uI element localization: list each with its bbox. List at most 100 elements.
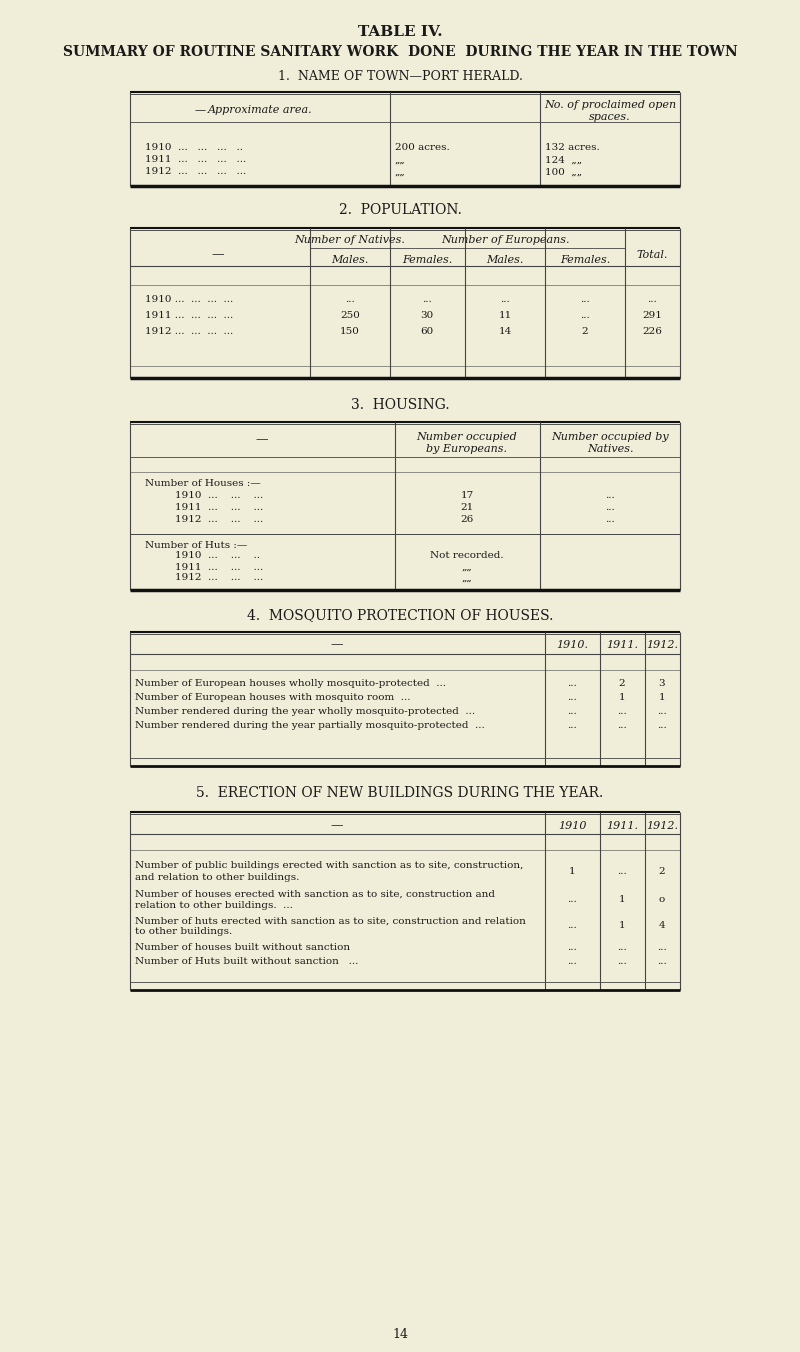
Text: by Europeans.: by Europeans. <box>426 443 507 454</box>
Text: Number of Europeans.: Number of Europeans. <box>441 235 570 245</box>
Text: 132 acres.: 132 acres. <box>545 143 600 153</box>
Text: 1910  ...    ...    ..: 1910 ... ... .. <box>175 552 260 561</box>
Text: 1911 ...  ...  ...  ...: 1911 ... ... ... ... <box>145 311 234 320</box>
Text: ...: ... <box>567 944 577 953</box>
Text: 60: 60 <box>420 327 434 337</box>
Text: 14: 14 <box>498 327 512 337</box>
Text: 26: 26 <box>460 515 474 523</box>
Text: 1910  ...    ...    ...: 1910 ... ... ... <box>175 491 263 499</box>
Text: ...: ... <box>605 491 615 499</box>
Text: 200 acres.: 200 acres. <box>395 143 450 153</box>
Text: ...: ... <box>657 707 667 715</box>
Text: 1912.: 1912. <box>646 821 678 831</box>
Text: Number of public buildings erected with sanction as to site, construction,: Number of public buildings erected with … <box>135 861 523 871</box>
Text: 1: 1 <box>618 895 626 903</box>
Text: ...: ... <box>617 944 627 953</box>
Text: Males.: Males. <box>331 256 369 265</box>
Text: and relation to other buildings.: and relation to other buildings. <box>135 872 299 882</box>
Text: ...: ... <box>617 721 627 730</box>
Text: ...: ... <box>647 296 657 304</box>
Text: 1: 1 <box>618 692 626 702</box>
Text: Females.: Females. <box>402 256 452 265</box>
Text: Not recorded.: Not recorded. <box>430 552 504 561</box>
Text: 291: 291 <box>642 311 662 320</box>
Text: 1912  ...    ...    ...: 1912 ... ... ... <box>175 515 263 523</box>
Text: 3: 3 <box>658 679 666 688</box>
Text: relation to other buildings.  ...: relation to other buildings. ... <box>135 900 293 910</box>
Text: Approximate area.: Approximate area. <box>208 105 312 115</box>
Text: 1: 1 <box>569 867 575 876</box>
Text: Number of Huts built without sanction   ...: Number of Huts built without sanction ..… <box>135 957 358 967</box>
Text: Number rendered during the year wholly mosquito-protected  ...: Number rendered during the year wholly m… <box>135 707 475 715</box>
Text: 17: 17 <box>460 491 474 499</box>
Text: 3.  HOUSING.: 3. HOUSING. <box>350 397 450 412</box>
Text: 2: 2 <box>658 867 666 876</box>
Text: ...: ... <box>580 296 590 304</box>
Text: ...: ... <box>422 296 432 304</box>
Text: 124  „„: 124 „„ <box>545 155 582 165</box>
Text: Total.: Total. <box>636 250 668 260</box>
Text: o: o <box>659 895 665 903</box>
Text: ...: ... <box>580 311 590 320</box>
Text: 1: 1 <box>658 692 666 702</box>
Text: TABLE IV.: TABLE IV. <box>358 24 442 39</box>
Text: 1912  ...   ...   ...   ...: 1912 ... ... ... ... <box>145 168 246 177</box>
Text: ...: ... <box>567 707 577 715</box>
Text: 1910 ...  ...  ...  ...: 1910 ... ... ... ... <box>145 296 234 304</box>
Text: 5.  ERECTION OF NEW BUILDINGS DURING THE YEAR.: 5. ERECTION OF NEW BUILDINGS DURING THE … <box>196 786 604 800</box>
Text: Number rendered during the year partially mosquito-protected  ...: Number rendered during the year partiall… <box>135 721 485 730</box>
Text: ...: ... <box>567 692 577 702</box>
Text: 1910.: 1910. <box>556 639 588 650</box>
Text: Number of European houses with mosquito room  ...: Number of European houses with mosquito … <box>135 692 410 702</box>
Text: —: — <box>194 105 206 115</box>
Text: 150: 150 <box>340 327 360 337</box>
Text: 1911  ...    ...    ...: 1911 ... ... ... <box>175 503 263 511</box>
Text: 1911.: 1911. <box>606 639 638 650</box>
Text: 1911  ...    ...    ...: 1911 ... ... ... <box>175 562 263 572</box>
Text: „„: „„ <box>395 155 406 165</box>
Text: Number of houses erected with sanction as to site, construction and: Number of houses erected with sanction a… <box>135 890 495 899</box>
Text: Males.: Males. <box>486 256 524 265</box>
Text: 226: 226 <box>642 327 662 337</box>
Text: ...: ... <box>567 895 577 903</box>
Text: 1: 1 <box>618 922 626 930</box>
Text: spaces.: spaces. <box>589 112 631 122</box>
Text: Number of Houses :—: Number of Houses :— <box>145 479 261 488</box>
Text: —: — <box>330 819 343 833</box>
Text: Number occupied by: Number occupied by <box>551 433 669 442</box>
Text: 1910: 1910 <box>558 821 586 831</box>
Text: 1.  NAME OF TOWN—PORT HERALD.: 1. NAME OF TOWN—PORT HERALD. <box>278 69 522 82</box>
Text: 1911.: 1911. <box>606 821 638 831</box>
Text: ...: ... <box>567 721 577 730</box>
Text: —: — <box>330 638 343 652</box>
Text: ...: ... <box>567 679 577 688</box>
Text: 14: 14 <box>392 1329 408 1341</box>
Text: Females.: Females. <box>560 256 610 265</box>
Text: —: — <box>256 434 268 446</box>
Text: 1912 ...  ...  ...  ...: 1912 ... ... ... ... <box>145 327 234 337</box>
Text: 1912  ...    ...    ...: 1912 ... ... ... <box>175 573 263 583</box>
Text: Number occupied: Number occupied <box>417 433 518 442</box>
Text: —: — <box>212 249 224 261</box>
Text: „„: „„ <box>462 573 472 583</box>
Text: 4: 4 <box>658 922 666 930</box>
Text: 2: 2 <box>618 679 626 688</box>
Text: ...: ... <box>345 296 355 304</box>
Text: Number of huts erected with sanction as to site, construction and relation: Number of huts erected with sanction as … <box>135 917 526 926</box>
Text: 100  „„: 100 „„ <box>545 168 582 177</box>
Text: 2: 2 <box>582 327 588 337</box>
Text: ...: ... <box>605 503 615 511</box>
Text: 2.  POPULATION.: 2. POPULATION. <box>338 203 462 218</box>
Text: ...: ... <box>657 957 667 967</box>
Text: ...: ... <box>617 957 627 967</box>
Text: ...: ... <box>500 296 510 304</box>
Text: 1910  ...   ...   ...   ..: 1910 ... ... ... .. <box>145 143 243 153</box>
Text: 4.  MOSQUITO PROTECTION OF HOUSES.: 4. MOSQUITO PROTECTION OF HOUSES. <box>247 608 553 622</box>
Text: Number of houses built without sanction: Number of houses built without sanction <box>135 944 350 953</box>
Text: ...: ... <box>605 515 615 523</box>
Text: ...: ... <box>567 957 577 967</box>
Text: Number of Natives.: Number of Natives. <box>294 235 406 245</box>
Text: „„: „„ <box>395 168 406 177</box>
Text: No. of proclaimed open: No. of proclaimed open <box>544 100 676 110</box>
Text: 250: 250 <box>340 311 360 320</box>
